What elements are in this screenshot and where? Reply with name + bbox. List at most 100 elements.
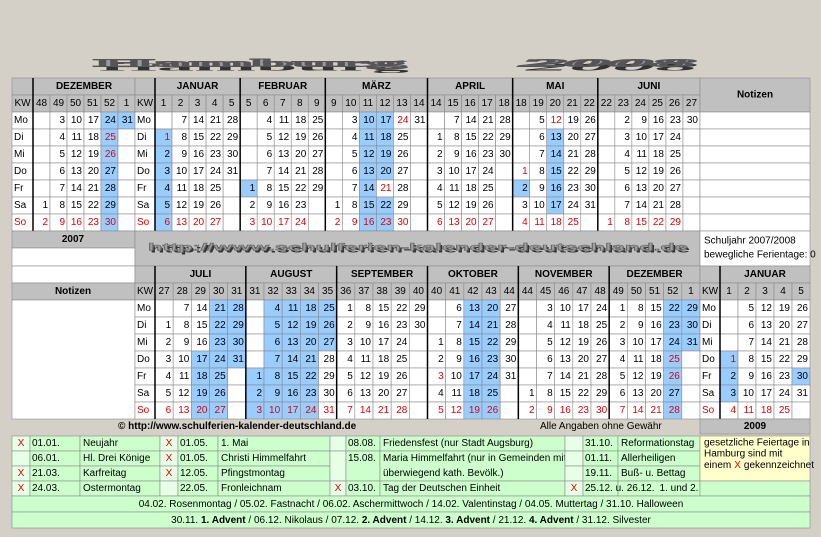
cell [597,111,616,130]
day: 3 [438,371,444,382]
day: 21 [215,303,227,314]
day: 17 [278,217,290,228]
holiday-date: 01.11. [585,453,612,464]
day: 29 [312,183,324,194]
day: 8 [184,320,190,331]
cell [239,145,258,164]
week-number: 44 [504,286,516,297]
observance-part: / 06.12. Nikolaus / 07.12. [246,515,362,526]
day: 18 [469,388,481,399]
weekday: So [702,405,715,416]
day: 20 [380,166,392,177]
holiday-name: überwiegend kath. Bevölk.) [383,468,504,479]
day: 6 [748,320,754,331]
day: 6 [437,217,443,228]
week-number: 51 [87,98,99,109]
day: 25 [487,388,499,399]
month-name: MÄRZ [362,79,391,92]
cell [117,213,136,232]
week-number: 49 [53,98,65,109]
day: 26 [596,337,608,348]
day: 9 [748,371,754,382]
cell [495,213,513,232]
cell [11,450,31,467]
day: 25 [105,132,117,143]
week-number: 1 [688,286,694,297]
day: 4 [267,115,273,126]
observance-part: 30.11. [171,515,201,526]
day: 31 [585,200,597,211]
week-number: 10 [345,98,357,109]
day: 24 [397,115,409,126]
day: 15 [278,183,290,194]
cell [134,77,156,96]
day: 8 [748,354,754,365]
day: 30 [596,405,608,416]
weekday: Mo [702,303,716,314]
day: 14 [278,166,290,177]
day: 23 [487,354,499,365]
weekday: So [137,217,150,228]
holiday-date: 01.05. [180,438,208,449]
day: 8 [59,200,65,211]
cell [227,401,247,420]
day: 6 [267,149,273,160]
day: 10 [636,132,648,143]
cell [495,179,513,198]
day: 31 [687,337,699,348]
day: 16 [651,320,663,331]
cell [32,111,51,130]
week-number: 43 [486,286,498,297]
day: 2 [620,320,626,331]
day: 4 [166,371,172,382]
title: Hamburg [95,59,405,70]
weekday: Mi [137,337,148,348]
cell [239,162,258,181]
cell [245,350,265,369]
day: 6 [624,183,630,194]
day: 27 [505,303,517,314]
day: 7 [539,149,545,160]
day: 22 [487,337,499,348]
cell [239,128,258,147]
cell [512,128,530,147]
cell [325,162,343,181]
day: 11 [451,388,462,399]
day: 8 [539,166,545,177]
cell [117,196,136,215]
day: 29 [397,200,409,211]
cell [597,162,616,181]
cell [11,77,34,96]
day: 21 [779,337,791,348]
day: 26 [397,149,409,160]
cell [699,435,811,482]
cell [134,230,701,267]
day: 16 [653,115,665,126]
day: 22 [380,200,392,211]
day: 9 [454,149,460,160]
day: 2 [42,217,48,228]
cell [222,179,241,198]
cell [329,435,347,452]
day: 21 [578,371,590,382]
day: 3 [547,303,553,314]
day: 8 [547,388,553,399]
week-number: 4 [780,286,786,297]
day: 15 [196,320,208,331]
day: 17 [469,371,481,382]
week-number: 25 [652,98,664,109]
cell [245,316,265,335]
day: 11 [637,149,648,160]
day: 17 [551,200,563,211]
week-number: 47 [576,286,588,297]
day: 14 [287,354,299,365]
day: 9 [365,320,371,331]
day: 14 [632,405,644,416]
day: 30 [687,115,699,126]
day: 2 [522,183,528,194]
day: 26 [585,115,597,126]
day: 14 [636,200,648,211]
day: 21 [380,183,392,194]
day: 18 [196,371,208,382]
